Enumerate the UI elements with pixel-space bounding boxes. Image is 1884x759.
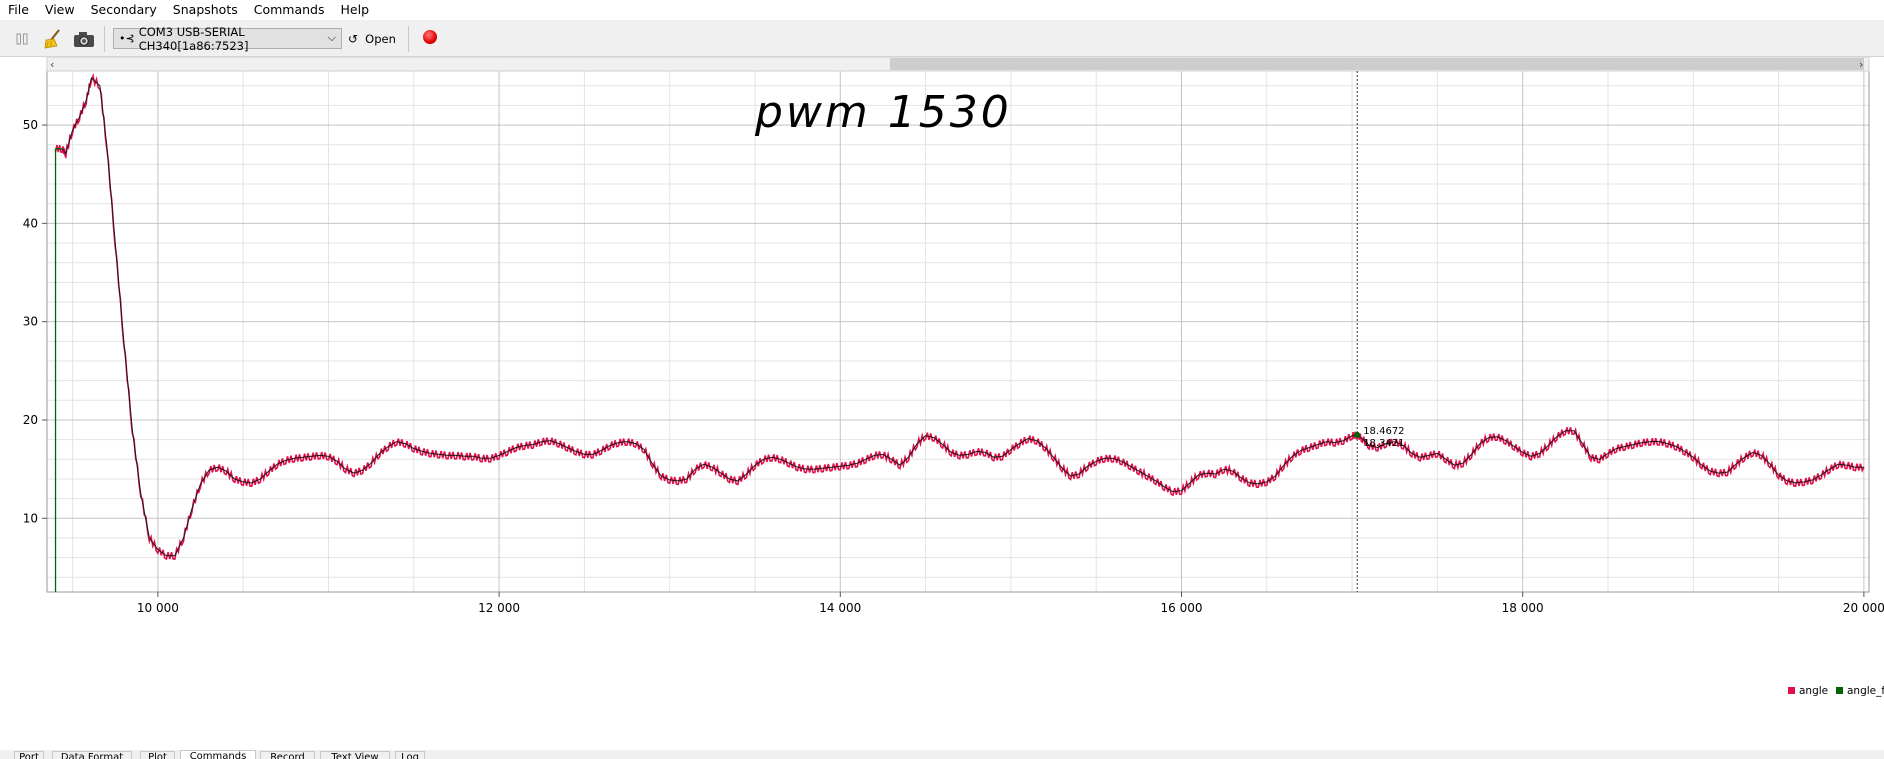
scroll-right-icon[interactable]: › — [1859, 58, 1863, 71]
cursor-readout-filtered: 18.3421 — [1363, 438, 1404, 449]
y-tick-label: 20 — [23, 413, 38, 427]
tab-port[interactable]: Port — [14, 751, 44, 759]
refresh-icon[interactable]: ↺ — [348, 32, 359, 46]
y-tick-label: 40 — [23, 216, 38, 230]
plot-scrollbar-thumb[interactable] — [890, 58, 1864, 70]
scroll-left-icon[interactable]: ‹ — [50, 58, 54, 71]
record-icon[interactable] — [423, 30, 437, 44]
menu-view[interactable]: View — [44, 2, 75, 17]
series-angle-line — [54, 72, 1865, 561]
x-tick-label: 12 000 — [478, 601, 520, 615]
legend-label-angle-filtered: angle_filtered — [1847, 685, 1884, 697]
plot-canvas[interactable]: ‹ › 10 000 12 000 14 000 16 000 18 000 20 000 10… — [0, 56, 1884, 751]
y-tick-label: 10 — [23, 511, 38, 525]
legend-swatch-angle — [1788, 687, 1795, 694]
y-tick-label: 30 — [23, 315, 38, 329]
tab-commands[interactable]: Commands — [180, 750, 256, 759]
x-tick-label: 16 000 — [1160, 601, 1202, 615]
x-tick-label: 18 000 — [1502, 601, 1544, 615]
plot-area: ‹ › 10 000 12 000 14 000 16 000 18 000 20 000 10… — [0, 56, 1884, 751]
bottom-tab-bar: Port Data Format Plot Commands Record Te… — [0, 750, 1884, 759]
clear-broom-icon[interactable] — [41, 28, 65, 50]
menu-commands[interactable]: Commands — [253, 2, 325, 17]
cursor-point — [1354, 432, 1361, 439]
x-tick-label: 20 000 — [1843, 601, 1884, 615]
port-select[interactable]: •⊰ COM3 USB-SERIAL CH340[1a86:7523] ⌵ — [113, 25, 342, 53]
toolbar-separator — [408, 26, 409, 52]
series-angle-overlay-line — [55, 76, 1864, 557]
cursor-readout-angle: 18.4672 — [1363, 426, 1404, 437]
legend-swatch-angle-filtered — [1836, 687, 1843, 694]
tab-data-format[interactable]: Data Format — [52, 751, 132, 759]
x-tick-label: 10 000 — [137, 601, 179, 615]
toolbar-separator — [104, 26, 105, 52]
menu-file[interactable]: File — [8, 2, 29, 17]
open-button[interactable]: Open — [365, 31, 396, 46]
camera-icon[interactable] — [71, 28, 97, 50]
handwritten-annotation: pwm 1530 — [754, 87, 1012, 138]
tab-log[interactable]: Log — [395, 751, 425, 759]
toolbar: •⊰ COM3 USB-SERIAL CH340[1a86:7523] ⌵ ↺ … — [0, 22, 1884, 57]
tab-record[interactable]: Record — [260, 751, 315, 759]
usb-plug-icon: •⊰ — [119, 32, 135, 45]
menu-bar: File View Secondary Snapshots Commands H… — [0, 0, 1884, 20]
plot-frame — [46, 70, 1870, 593]
tab-plot[interactable]: Plot — [140, 751, 175, 759]
port-select-value: COM3 USB-SERIAL CH340[1a86:7523] — [138, 24, 249, 53]
x-tick-label: 14 000 — [819, 601, 861, 615]
y-tick-label: 50 — [23, 118, 38, 132]
pause-icon[interactable] — [12, 28, 32, 50]
menu-help[interactable]: Help — [340, 2, 370, 17]
menu-secondary[interactable]: Secondary — [90, 2, 157, 17]
tab-text-view[interactable]: Text View — [320, 751, 390, 759]
legend-label-angle: angle — [1799, 685, 1828, 697]
chevron-down-icon: ⌵ — [327, 31, 336, 44]
menu-snapshots[interactable]: Snapshots — [172, 2, 238, 17]
